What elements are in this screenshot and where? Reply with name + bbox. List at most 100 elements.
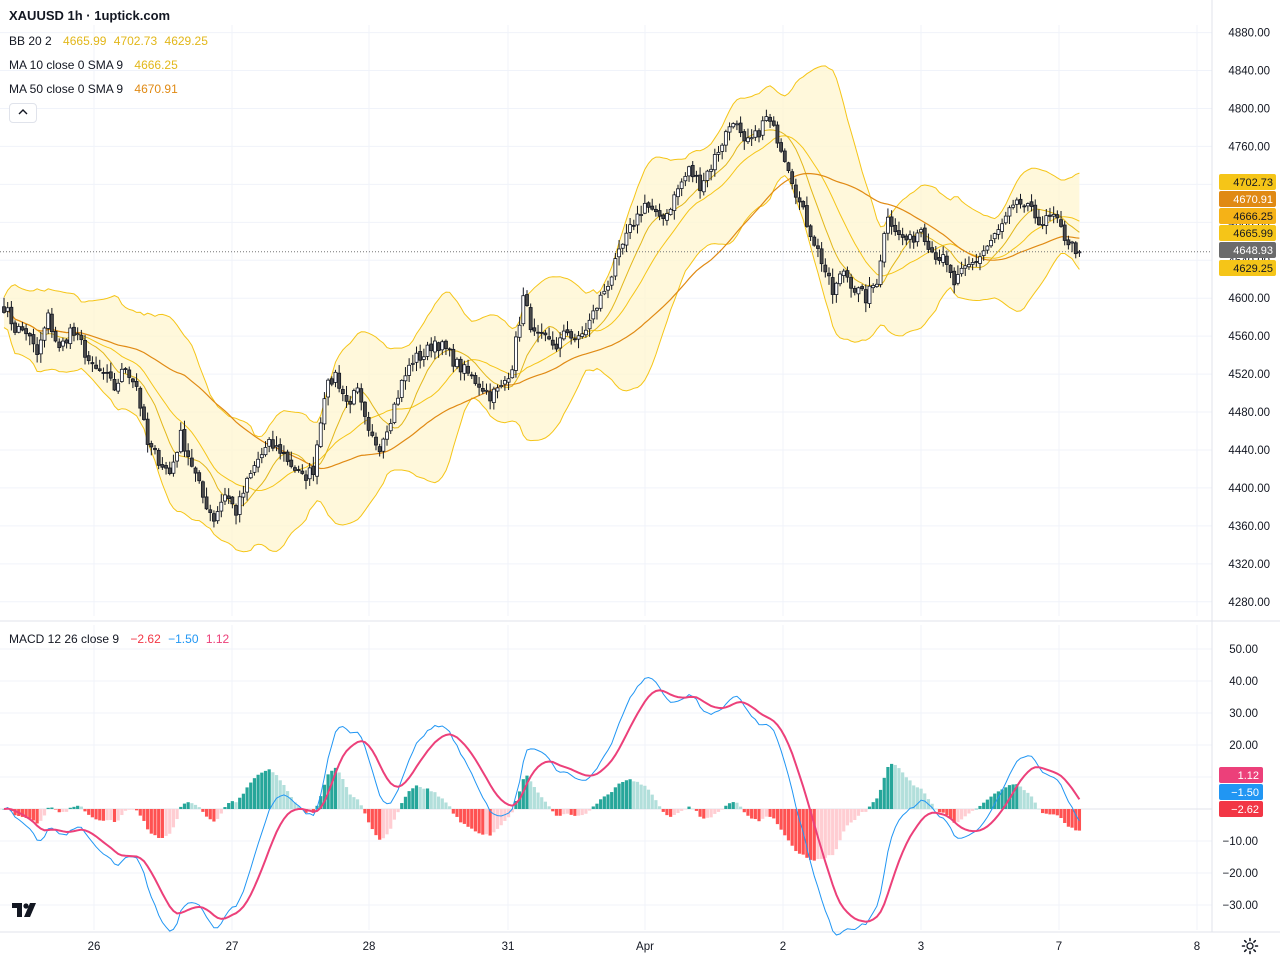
price-tag-label: 4629.25 [1233, 263, 1273, 275]
ma50-line [3, 172, 1080, 470]
candle-body [922, 227, 927, 242]
macd-histogram-bar [168, 809, 172, 834]
macd-histogram-bar [812, 809, 816, 861]
candle-body [926, 240, 931, 250]
macd-histogram-bar [120, 809, 124, 816]
candle-body [919, 229, 923, 233]
price-tick-label: 4400.00 [1228, 483, 1270, 495]
candle-body [304, 474, 308, 481]
candle-body [156, 449, 161, 466]
candle-body [1000, 223, 1004, 232]
macd-histogram-bar [834, 809, 838, 850]
price-tick-label: 4360.00 [1228, 521, 1270, 533]
macd-histogram-bar [83, 809, 87, 812]
macd-histogram-bar [532, 787, 536, 809]
legend-macd[interactable]: MACD 12 26 close 9 −2.62 −1.50 1.12 [9, 632, 233, 646]
macd-histogram-bar [352, 797, 356, 809]
macd-histogram-bar [252, 778, 257, 809]
candle-body [992, 233, 997, 240]
macd-histogram-bar [908, 780, 912, 809]
candle-body [720, 144, 725, 152]
candle-body [46, 312, 51, 329]
macd-histogram-bar [1041, 809, 1045, 814]
macd-histogram-bar [160, 809, 164, 838]
macd-histogram-bar [823, 809, 827, 858]
macd-histogram-bar [484, 809, 489, 835]
candle-body [72, 326, 76, 336]
candle-body [639, 214, 644, 216]
macd-histogram-bar [448, 806, 452, 809]
time-axis[interactable]: 26 27 28 31 Apr 2 3 7 8 [88, 941, 1201, 953]
price-tag [1219, 242, 1276, 258]
macd-histogram-bar [142, 809, 146, 821]
macd-histogram-bar [79, 806, 83, 809]
price-tick-label: 4800.00 [1228, 103, 1270, 115]
candle-body [595, 307, 599, 311]
macd-histogram-bar [941, 809, 945, 813]
macd-histogram-bar [50, 807, 54, 809]
macd-histogram-bar [116, 809, 120, 821]
candle-body [650, 205, 655, 210]
macd-histogram-bar [856, 809, 861, 816]
macd-histogram-bar [912, 785, 916, 809]
candle-body [1022, 205, 1027, 208]
tradingview-logo-icon[interactable] [10, 899, 38, 921]
bb-fill [4, 65, 1080, 552]
candle-body [576, 335, 581, 340]
legend-bb[interactable]: BB 20 2 4665.99 4702.73 4629.25 [9, 34, 212, 48]
price-tick-label: 4280.00 [1228, 597, 1270, 609]
macd-histogram-bar [488, 809, 492, 836]
candle-body [779, 142, 784, 152]
candle-body [624, 232, 629, 246]
macd-histogram-bar [540, 797, 544, 809]
price-tags: 4702.73 4670.91 4666.25 4665.99 4648.93 4629.… [1219, 174, 1276, 817]
macd-tick-label: 40.00 [1229, 676, 1258, 688]
price-tag-label: 4702.73 [1233, 177, 1273, 189]
candle-body [414, 352, 419, 363]
macd-histogram-bar [698, 809, 702, 817]
price-tick-label: 4840.00 [1228, 66, 1270, 78]
macd-histogram-bar [2, 809, 6, 810]
candle-body [819, 248, 824, 265]
macd-histogram-bar [370, 809, 374, 830]
macd-histogram-bar [820, 809, 824, 859]
candle-body [311, 465, 316, 475]
candle-body [834, 282, 839, 295]
candle-body [407, 364, 412, 376]
candle-body [421, 356, 426, 360]
candle-body [123, 368, 128, 370]
candle-body [948, 264, 953, 273]
macd-histogram-bar [510, 809, 514, 813]
candle-body [536, 331, 540, 334]
macd-histogram-bar [672, 809, 676, 815]
candle-body [723, 131, 728, 146]
macd-histogram-bar [878, 789, 883, 809]
candle-body [849, 277, 853, 289]
candle-body [5, 307, 10, 312]
legend-ma50[interactable]: MA 50 close 0 SMA 9 4670.91 [9, 82, 182, 96]
candle-body [193, 467, 198, 474]
gear-icon[interactable] [1241, 937, 1259, 955]
macd-histogram-bar [190, 803, 194, 809]
candle-body [230, 496, 235, 505]
candle-body [315, 444, 319, 477]
time-tick-label: 26 [88, 941, 101, 953]
macd-tag-label: −1.50 [1231, 787, 1259, 799]
collapse-legend-button[interactable] [9, 103, 37, 123]
macd-histogram-bar [90, 809, 94, 818]
macd-histogram-bar [403, 796, 408, 809]
macd-histogram-bar [473, 809, 478, 832]
legend-ma10[interactable]: MA 10 close 0 SMA 9 4666.25 [9, 58, 182, 72]
macd-histogram-bar [646, 789, 651, 809]
candle-body [889, 216, 894, 227]
candle-body [981, 250, 986, 256]
legend-bb-upper: 4702.73 [113, 34, 158, 48]
price-tag [1219, 174, 1276, 190]
macd-histogram-bar [297, 805, 301, 809]
candle-body [550, 339, 555, 346]
price-tick-label: 4320.00 [1228, 559, 1270, 571]
candle-body [782, 150, 787, 162]
candle-body [749, 137, 754, 140]
candle-body [1025, 203, 1030, 207]
